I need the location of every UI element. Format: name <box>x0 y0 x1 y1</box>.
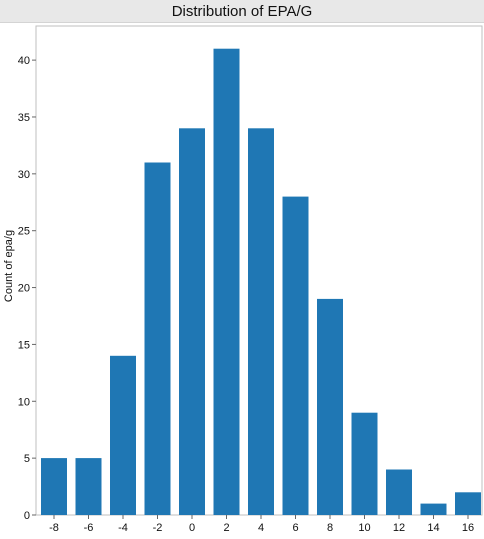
bar-6 <box>282 196 309 515</box>
bar-8 <box>317 298 343 515</box>
x-tick-label: 0 <box>189 522 195 534</box>
y-tick-label: 20 <box>18 283 30 295</box>
x-tick-label: -4 <box>118 522 128 534</box>
bar-16 <box>455 492 481 515</box>
x-tick-label: 12 <box>393 522 405 534</box>
bar-12 <box>386 469 412 515</box>
y-tick-label: 25 <box>18 226 30 238</box>
bar--6 <box>75 458 102 515</box>
bar-0 <box>179 128 205 516</box>
bars <box>41 48 481 516</box>
y-axis-title: Count of epa/g <box>3 230 15 302</box>
y-tick-label: 0 <box>24 510 30 522</box>
x-tick-label: -6 <box>84 522 94 534</box>
x-tick-label: 4 <box>258 522 264 534</box>
bar--4 <box>110 355 136 515</box>
bar-2 <box>213 48 240 515</box>
x-tick-label: 2 <box>223 522 229 534</box>
x-tick-label: 14 <box>427 522 439 534</box>
y-axis: 0 5 10 15 20 25 30 35 40 <box>18 55 36 522</box>
y-tick-label: 10 <box>18 396 30 408</box>
bar--2 <box>144 162 171 515</box>
y-tick-label: 30 <box>18 169 30 181</box>
bar-10 <box>351 412 378 515</box>
x-tick-label: 8 <box>327 522 333 534</box>
y-tick-label: 40 <box>18 55 30 67</box>
bar--8 <box>41 458 67 515</box>
x-tick-label: -2 <box>153 522 163 534</box>
bar-14 <box>420 503 447 515</box>
bar-4 <box>248 128 274 516</box>
x-axis: -8 -6 -4 -2 0 2 4 6 8 10 12 14 16 <box>49 515 474 534</box>
x-tick-label: 10 <box>358 522 370 534</box>
x-tick-label: 6 <box>292 522 298 534</box>
x-tick-label: -8 <box>49 522 59 534</box>
y-tick-label: 5 <box>24 453 30 465</box>
x-tick-label: 16 <box>462 522 474 534</box>
chart-title: Distribution of EPA/G <box>0 0 484 23</box>
y-tick-label: 35 <box>18 112 30 124</box>
y-tick-label: 15 <box>18 339 30 351</box>
